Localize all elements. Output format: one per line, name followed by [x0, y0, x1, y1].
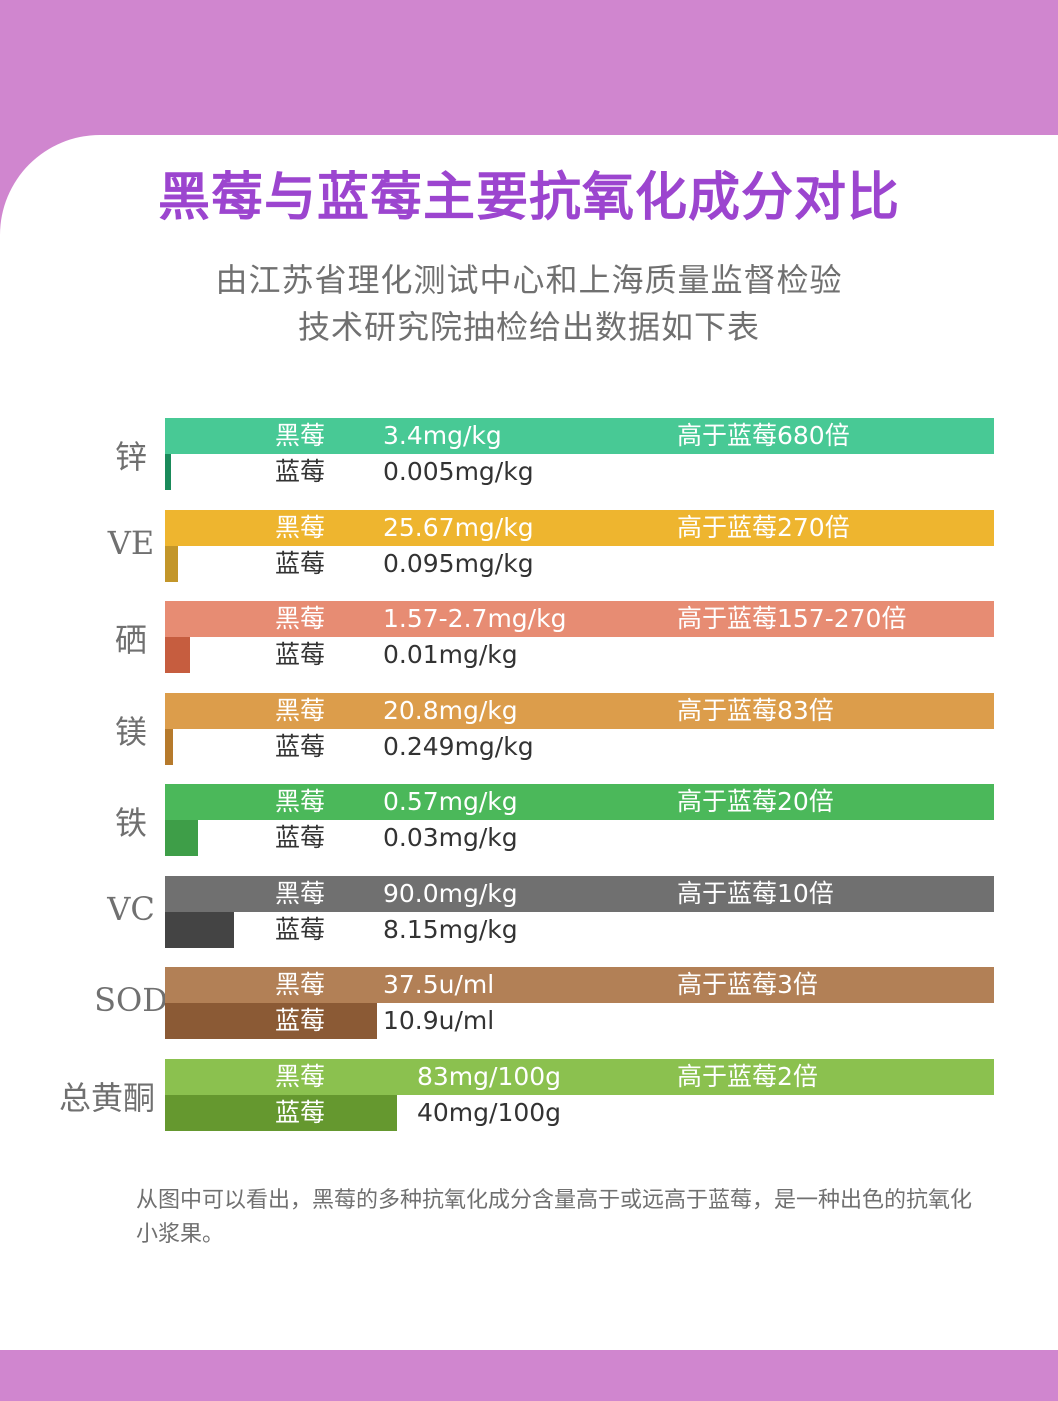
ratio-label: 高于蓝莓157-270倍 — [677, 604, 907, 633]
series-label-blackberry: 黑莓 — [275, 878, 326, 908]
comparison-chart: 锌黑莓 3.4mg/kg 高于蓝莓680倍 蓝莓 0.005mg/kg VE 黑莓 25.67… — [0, 400, 1058, 1160]
blackberry-value: 0.57mg/kg — [383, 787, 518, 816]
blueberry-value: 0.095mg/kg — [383, 548, 534, 578]
blueberry-bar — [165, 911, 234, 948]
blueberry-bar — [165, 637, 190, 673]
blackberry-bar — [165, 875, 994, 912]
series-label-blueberry: 蓝莓 — [275, 640, 326, 669]
blueberry-bar — [165, 728, 173, 765]
series-label-blueberry: 蓝莓 — [275, 823, 326, 852]
blackberry-value: 37.5u/ml — [383, 970, 495, 999]
page-title: 黑莓与蓝莓主要抗氧化成分对比 — [157, 168, 900, 228]
blueberry-value: 10.9u/ml — [383, 1006, 495, 1035]
blueberry-value: 40mg/100g — [417, 1097, 562, 1127]
ratio-label: 高于蓝莓3倍 — [677, 970, 818, 999]
series-label-blueberry: 蓝莓 — [275, 1006, 326, 1035]
category-label: 锌 — [114, 438, 147, 476]
series-label-blueberry: 蓝莓 — [275, 914, 326, 944]
series-label-blackberry: 黑莓 — [275, 695, 326, 725]
blueberry-bar — [165, 1003, 377, 1039]
ratio-label: 高于蓝莓83倍 — [677, 695, 834, 725]
category-label: 总黄酮 — [58, 1078, 155, 1117]
series-label-blueberry: 蓝莓 — [275, 731, 326, 761]
series-label-blackberry: 黑莓 — [275, 512, 326, 542]
footnote: 从图中可以看出，黑莓的多种抗氧化成分含量高于或远高于蓝莓，是一种出色的抗氧化小浆… — [136, 1188, 973, 1247]
category-label: 镁 — [114, 712, 147, 751]
blackberry-bar — [165, 509, 994, 546]
series-label-blackberry: 黑莓 — [275, 421, 326, 450]
subtitle-line-1: 由江苏省理化测试中心和上海质量监督检验 — [215, 261, 843, 299]
series-label-blueberry: 蓝莓 — [275, 1097, 326, 1127]
ratio-label: 高于蓝莓10倍 — [677, 878, 834, 908]
series-label-blackberry: 黑莓 — [275, 1061, 326, 1091]
category-label: SOD — [94, 981, 168, 1019]
blueberry-value: 0.005mg/kg — [383, 457, 534, 486]
blackberry-value: 20.8mg/kg — [383, 695, 518, 725]
ratio-label: 高于蓝莓270倍 — [677, 512, 850, 542]
blackberry-bar — [165, 692, 994, 729]
blackberry-bar — [165, 967, 994, 1003]
category-label: 硒 — [114, 621, 147, 659]
blackberry-value: 1.57-2.7mg/kg — [383, 604, 567, 633]
category-label: 铁 — [114, 804, 147, 842]
bottom-band — [0, 1350, 1058, 1401]
subtitle-line-2: 技术研究院抽检给出数据如下表 — [297, 308, 760, 346]
blueberry-value: 0.03mg/kg — [383, 823, 518, 852]
series-label-blackberry: 黑莓 — [275, 970, 326, 999]
blackberry-value: 90.0mg/kg — [383, 878, 518, 908]
blackberry-value: 83mg/100g — [417, 1061, 562, 1091]
series-label-blueberry: 蓝莓 — [275, 457, 326, 486]
blueberry-value: 8.15mg/kg — [383, 914, 518, 944]
category-label: VE — [107, 523, 155, 562]
blackberry-bar — [165, 784, 994, 820]
blackberry-value: 3.4mg/kg — [383, 421, 502, 450]
ratio-label: 高于蓝莓2倍 — [677, 1061, 818, 1091]
blueberry-value: 0.249mg/kg — [383, 731, 534, 761]
blackberry-value: 25.67mg/kg — [383, 512, 534, 542]
blueberry-value: 0.01mg/kg — [383, 640, 518, 669]
series-label-blackberry: 黑莓 — [275, 787, 326, 816]
blueberry-bar — [165, 545, 178, 582]
series-label-blackberry: 黑莓 — [275, 604, 326, 633]
series-label-blueberry: 蓝莓 — [275, 548, 326, 578]
blueberry-bar — [165, 820, 198, 856]
category-label: VC — [107, 889, 155, 928]
blueberry-bar — [165, 454, 171, 490]
ratio-label: 高于蓝莓20倍 — [677, 787, 834, 816]
blackberry-bar — [165, 1058, 994, 1095]
blackberry-bar — [165, 418, 994, 454]
blackberry-bar — [165, 601, 994, 637]
blueberry-bar — [165, 1094, 397, 1131]
ratio-label: 高于蓝莓680倍 — [677, 421, 850, 450]
content-card — [0, 135, 1058, 1350]
